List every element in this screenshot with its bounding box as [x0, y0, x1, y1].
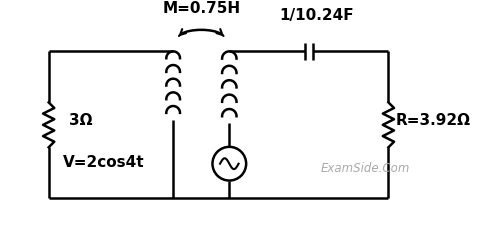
Text: 3Ω: 3Ω — [69, 113, 93, 128]
Text: R=3.92Ω: R=3.92Ω — [396, 113, 471, 128]
Text: V=2cos4t: V=2cos4t — [63, 155, 144, 170]
Text: ExamSide.Com: ExamSide.Com — [320, 162, 410, 175]
Text: 1/10.24F: 1/10.24F — [279, 8, 354, 23]
Text: M=0.75H: M=0.75H — [162, 1, 240, 16]
